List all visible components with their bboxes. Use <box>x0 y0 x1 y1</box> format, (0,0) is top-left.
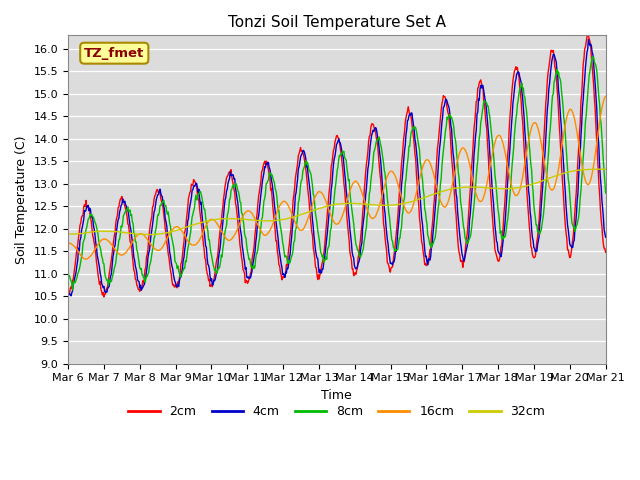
Y-axis label: Soil Temperature (C): Soil Temperature (C) <box>15 135 28 264</box>
Legend: 2cm, 4cm, 8cm, 16cm, 32cm: 2cm, 4cm, 8cm, 16cm, 32cm <box>124 400 550 423</box>
Text: TZ_fmet: TZ_fmet <box>84 47 145 60</box>
X-axis label: Time: Time <box>321 389 352 402</box>
Title: Tonzi Soil Temperature Set A: Tonzi Soil Temperature Set A <box>228 15 446 30</box>
